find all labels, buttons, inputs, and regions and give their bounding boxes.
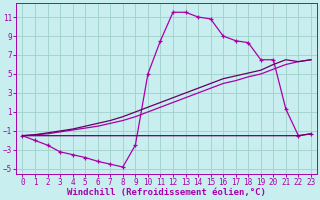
- X-axis label: Windchill (Refroidissement éolien,°C): Windchill (Refroidissement éolien,°C): [67, 188, 266, 197]
